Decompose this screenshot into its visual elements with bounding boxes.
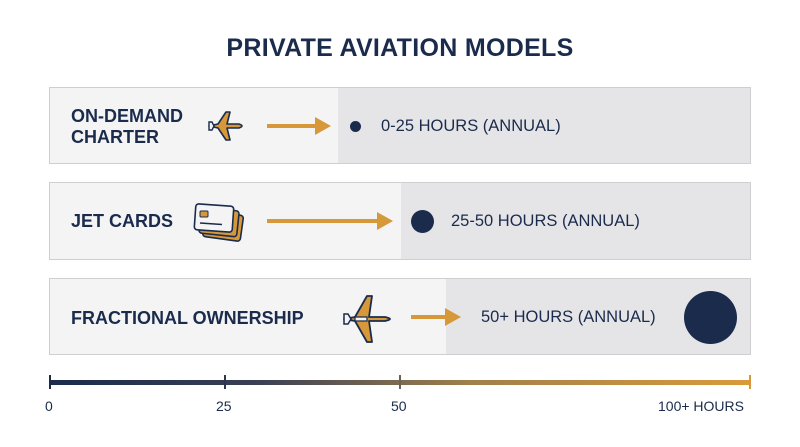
airplane-icon — [208, 111, 243, 141]
arrow-right-icon — [411, 308, 461, 326]
airplane-icon — [343, 295, 391, 343]
hours-range: 0-25 HOURS (ANNUAL) — [381, 117, 561, 135]
page-title: PRIVATE AVIATION MODELS — [226, 34, 574, 62]
model-row-jet-cards: JET CARDS 25-50 HOURS (ANNUAL) — [49, 182, 751, 260]
scale-label-50: 50 — [391, 398, 407, 414]
scale-label-25: 25 — [216, 398, 232, 414]
scale-label-0: 0 — [45, 398, 53, 414]
model-row-on-demand-charter: ON-DEMAND CHARTER 0-25 HOURS (ANNUAL) — [49, 87, 751, 164]
hours-range: 50+ HOURS (ANNUAL) — [481, 308, 656, 326]
model-label: JET CARDS — [71, 211, 174, 231]
model-label: FRACTIONAL OWNERSHIP — [71, 308, 304, 328]
usage-dot-large — [684, 291, 737, 344]
scale-tick — [399, 375, 401, 389]
arrow-right-icon — [267, 117, 331, 135]
hours-range: 25-50 HOURS (ANNUAL) — [451, 212, 640, 230]
scale-tick — [224, 375, 226, 389]
card-stack-icon — [193, 203, 245, 242]
model-row-fractional-ownership: FRACTIONAL OWNERSHIP 50+ HOURS (ANNUAL) — [49, 278, 751, 355]
scale-tick — [49, 375, 51, 389]
usage-dot-small — [350, 121, 361, 132]
usage-dot-medium — [411, 210, 434, 233]
arrow-right-icon — [267, 212, 393, 230]
scale-label-100-plus: 100+ HOURS — [658, 398, 744, 414]
model-label: ON-DEMAND CHARTER — [71, 106, 183, 147]
scale-tick — [749, 375, 751, 389]
